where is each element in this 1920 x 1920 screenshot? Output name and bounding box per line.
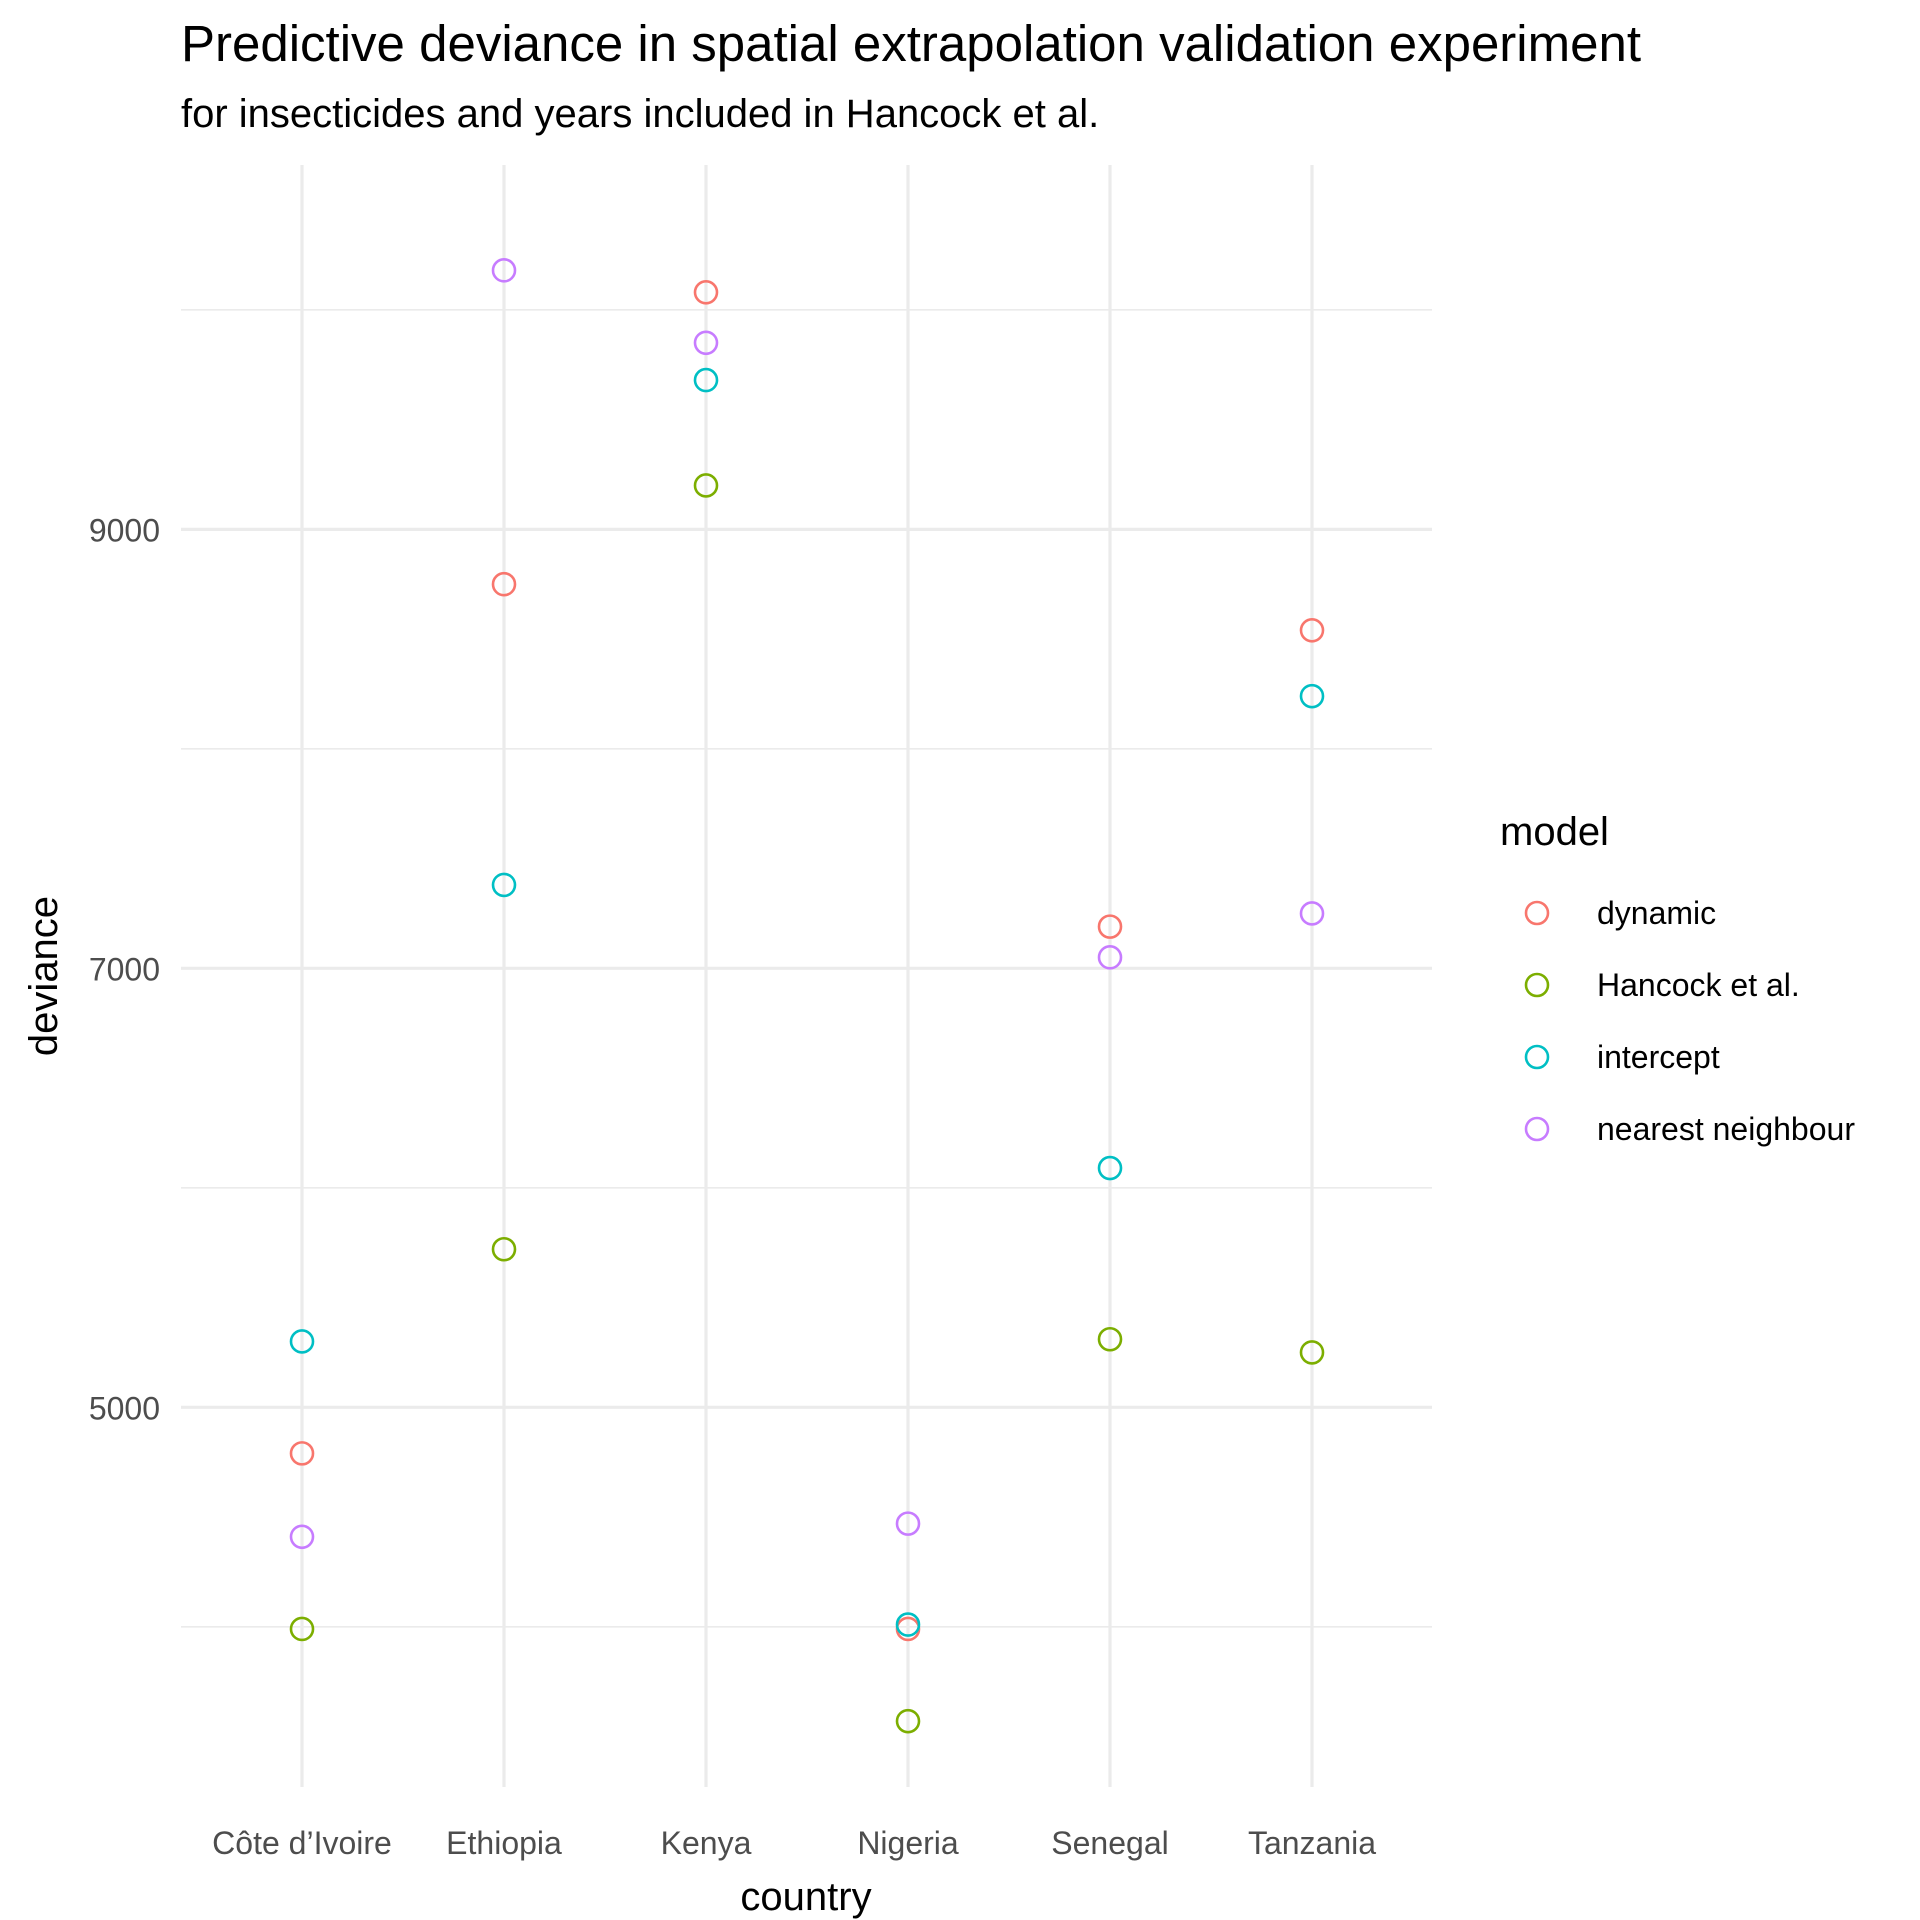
point-intercept: [895, 1612, 921, 1637]
legend-label-nearest-neighbour: nearest neighbour: [1597, 1111, 1855, 1147]
legend-key-intercept: [1524, 1044, 1550, 1070]
point-dynamic: [491, 571, 517, 597]
point-intercept: [491, 872, 517, 898]
y-axis-title: deviance: [22, 896, 66, 1056]
legend-label-hancock-et-al: Hancock et al.: [1597, 967, 1800, 1003]
legend-key-hancock-et-al: [1524, 972, 1550, 998]
point-hancock-et-al: [1299, 1340, 1325, 1365]
x-tick-label: Kenya: [661, 1825, 752, 1861]
point-dynamic: [1299, 618, 1325, 643]
x-tick-label: Nigeria: [857, 1825, 959, 1861]
point-nearest-neighbour: [895, 1511, 921, 1536]
point-dynamic: [289, 1441, 315, 1466]
point-intercept: [1299, 683, 1325, 709]
point-intercept: [289, 1329, 315, 1354]
point-hancock-et-al: [289, 1616, 315, 1642]
point-nearest-neighbour: [1299, 901, 1325, 926]
point-dynamic: [1097, 914, 1123, 939]
y-tick-label: 7000: [89, 951, 160, 987]
point-hancock-et-al: [491, 1236, 517, 1262]
point-hancock-et-al: [895, 1708, 921, 1734]
x-axis-title: country: [740, 1875, 871, 1919]
legend-key-dynamic: [1524, 900, 1550, 926]
x-tick-label: Côte d’Ivoire: [212, 1825, 392, 1861]
point-hancock-et-al: [1097, 1326, 1123, 1352]
y-tick-label: 9000: [89, 512, 160, 548]
legend-title: model: [1500, 810, 1609, 854]
point-hancock-et-al: [693, 473, 719, 498]
legend-key-nearest-neighbour: [1524, 1116, 1550, 1142]
point-intercept: [1097, 1155, 1123, 1181]
legend-label-dynamic: dynamic: [1597, 895, 1716, 931]
chart-title: Predictive deviance in spatial extrapola…: [181, 15, 1641, 72]
point-nearest-neighbour: [491, 258, 517, 283]
point-nearest-neighbour: [289, 1524, 315, 1550]
point-nearest-neighbour: [693, 330, 719, 356]
point-dynamic: [693, 280, 719, 305]
point-nearest-neighbour: [1097, 945, 1123, 970]
x-tick-label: Ethiopia: [446, 1825, 562, 1861]
y-tick-label: 5000: [89, 1390, 160, 1426]
legend-label-intercept: intercept: [1597, 1039, 1720, 1075]
x-tick-label: Senegal: [1051, 1825, 1168, 1861]
chart-subtitle: for insecticides and years included in H…: [181, 92, 1100, 136]
x-tick-label: Tanzania: [1248, 1825, 1376, 1861]
point-intercept: [693, 367, 719, 393]
